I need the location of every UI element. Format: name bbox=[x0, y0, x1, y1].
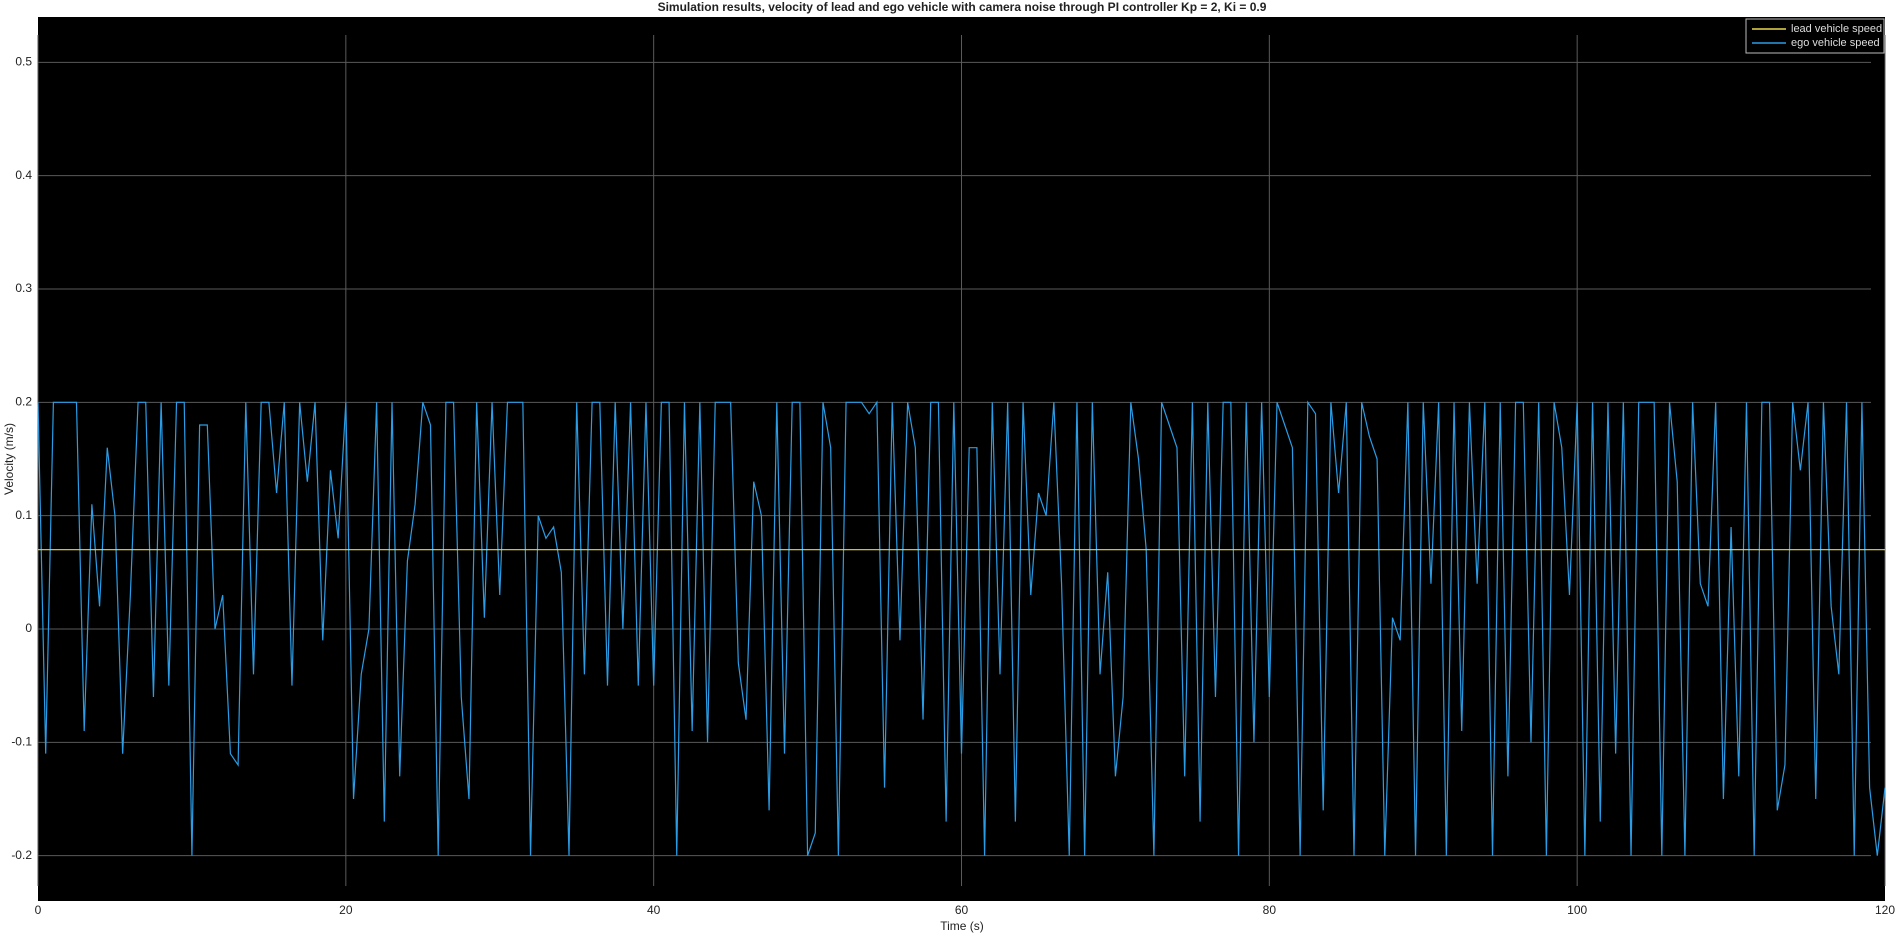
y-axis-label: Velocity (m/s) bbox=[2, 423, 16, 495]
y-tick-label: 0.2 bbox=[15, 395, 32, 409]
y-tick-label: 0.4 bbox=[15, 168, 32, 182]
legend-box bbox=[1745, 18, 1885, 54]
x-tick-label: 40 bbox=[647, 903, 661, 917]
series-line bbox=[37, 400, 1886, 856]
x-tick-label: 80 bbox=[1263, 903, 1277, 917]
y-tick-label: -0.2 bbox=[11, 848, 32, 862]
x-tick-label: 0 bbox=[35, 903, 42, 917]
x-tick-label: 60 bbox=[955, 903, 969, 917]
y-tick-label: 0 bbox=[25, 621, 32, 635]
x-tick-label: 100 bbox=[1567, 903, 1587, 917]
y-tick-label: 0.3 bbox=[15, 281, 32, 295]
chart-title: Simulation results, velocity of lead and… bbox=[658, 0, 1267, 14]
y-tick-label: 0.5 bbox=[15, 55, 32, 69]
y-tick-label: 0.1 bbox=[15, 508, 32, 522]
x-tick-label: 120 bbox=[1875, 903, 1895, 917]
x-axis-label: Time (s) bbox=[940, 919, 984, 933]
legend-label: lead vehicle speed bbox=[1791, 23, 1882, 35]
legend-label: ego vehicle speed bbox=[1791, 37, 1880, 49]
y-tick-label: -0.1 bbox=[11, 735, 32, 749]
x-tick-label: 20 bbox=[339, 903, 353, 917]
